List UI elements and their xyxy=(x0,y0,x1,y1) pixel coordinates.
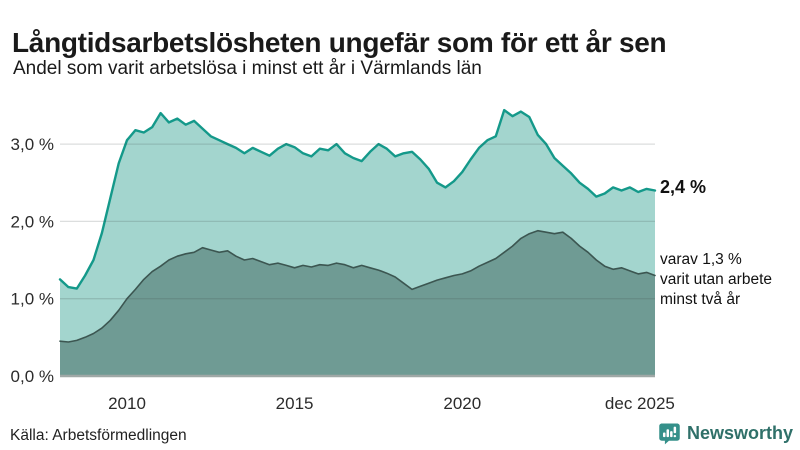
newsworthy-bubble-chart-icon xyxy=(658,422,681,445)
newsworthy-wordmark: Newsworthy xyxy=(686,423,793,443)
x-tick-label: 2015 xyxy=(276,394,314,413)
y-tick-label: 3,0 % xyxy=(11,135,54,154)
x-tick-label: dec 2025 xyxy=(605,394,675,413)
y-tick-label: 1,0 % xyxy=(11,290,54,309)
y-tick-label: 0,0 % xyxy=(11,367,54,386)
series-area-2yr xyxy=(60,230,655,376)
page-title: Långtidsarbetslösheten ungefär som för e… xyxy=(12,26,667,58)
latest-value-label: 2,4 % xyxy=(660,177,707,197)
series-line-1yr xyxy=(58,108,657,290)
secondary-value-label: varav 1,3 % varit utan arbete minst två … xyxy=(660,251,773,308)
x-tick-label: 2010 xyxy=(108,394,146,413)
source-label: Källa: Arbetsförmedlingen xyxy=(10,427,187,444)
x-tick-label: 2020 xyxy=(443,394,481,413)
series-line-2yr xyxy=(59,229,656,343)
y-tick-label: 2,0 % xyxy=(11,212,54,231)
page-subtitle: Andel som varit arbetslösa i minst ett å… xyxy=(13,58,482,79)
newsworthy-logo[interactable]: Newsworthy xyxy=(658,422,793,445)
